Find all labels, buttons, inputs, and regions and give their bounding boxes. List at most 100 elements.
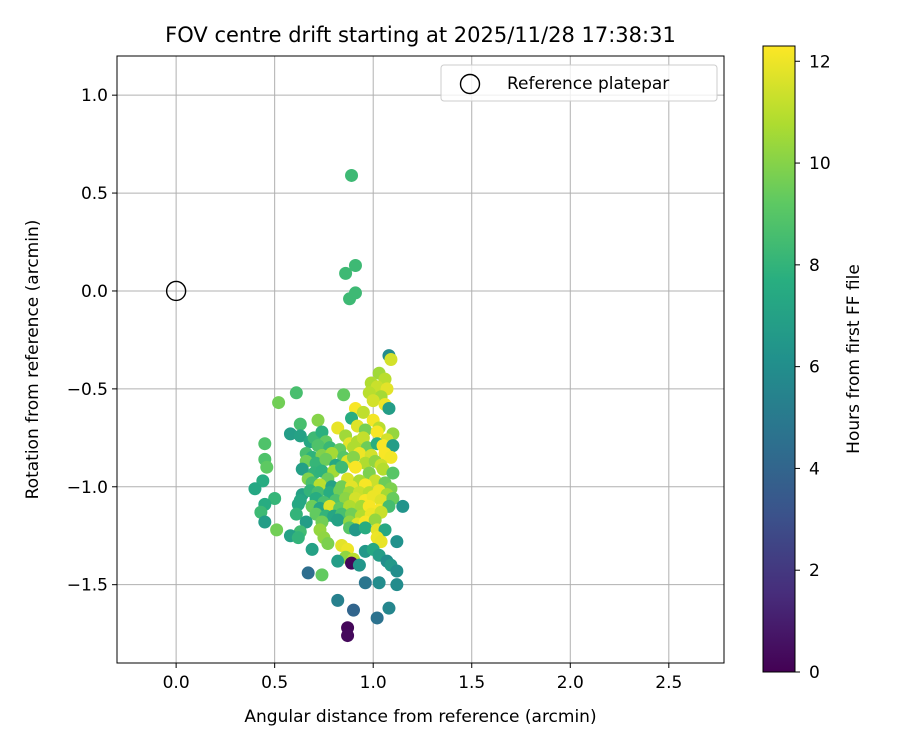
data-point [291,531,305,545]
data-point [299,515,313,529]
reference-marker-group [165,280,187,302]
data-point [305,542,319,556]
data-point [289,386,303,400]
legend-entry-label: Reference platepar [507,74,669,94]
data-point [366,394,380,408]
data-point [348,523,362,537]
y-tick-label: −1.0 [67,478,108,498]
data-point [358,456,372,470]
legend-box [440,64,718,102]
data-point [378,372,392,386]
data-point [382,601,396,615]
data-point [311,439,325,453]
data-point [258,515,272,529]
data-point [396,499,410,513]
colorbar-tick-label: 0 [809,663,820,683]
data-point [258,437,272,451]
data-point [291,497,305,511]
data-point [358,521,372,535]
data-point [323,499,337,513]
y-tick-label: 1.0 [81,86,108,106]
data-point [293,417,307,431]
data-point [390,535,404,549]
y-tick-label: −1.5 [67,576,108,596]
data-point [341,629,355,643]
colorbar-tick-label: 4 [809,459,820,479]
data-points [248,168,410,643]
data-point [311,413,325,427]
data-point [370,425,384,439]
data-point [283,427,297,441]
data-point [370,611,384,625]
data-point [335,460,349,474]
data-point [315,568,329,582]
data-point [368,474,382,488]
y-axis-label: Rotation from reference (arcmin) [23,220,43,500]
data-point [260,460,274,474]
data-point [386,439,400,453]
data-point [374,535,388,549]
data-point [331,554,345,568]
x-tick-label: 0.5 [261,673,288,693]
data-point [356,405,370,419]
data-point [256,474,270,488]
data-point [339,266,353,280]
data-point [358,576,372,590]
data-point [372,576,386,590]
colorbar-tick-label: 8 [809,256,820,276]
data-point [356,431,370,445]
data-point [348,460,362,474]
x-axis-ticks: 0.0 0.5 1.0 1.5 2.0 2.5 [163,663,682,693]
data-point [331,593,345,607]
colorbar-tick-label: 12 [809,52,831,72]
reference-platepar-marker [165,280,187,302]
data-point [248,482,262,496]
data-point [348,286,362,300]
data-point [346,603,360,617]
data-point [295,462,309,476]
data-point [331,513,345,527]
chart-title: FOV centre drift starting at 2025/11/28 … [165,23,676,47]
data-point [337,388,351,402]
plot-frame [116,55,725,664]
data-point [345,168,359,182]
colorbar-ticks: 0 2 4 6 8 10 12 [795,52,831,683]
data-point [268,492,282,506]
y-tick-label: 0.0 [81,282,108,302]
data-point [348,259,362,273]
y-tick-label: −0.5 [67,380,108,400]
data-point [382,401,396,415]
data-point [378,523,392,537]
data-point [315,425,329,439]
data-point [390,578,404,592]
data-point [368,513,382,527]
data-point [376,462,390,476]
data-point [331,421,345,435]
colorbar-tick-label: 6 [809,358,820,378]
x-tick-label: 1.0 [360,673,387,693]
x-tick-label: 0.0 [163,673,190,693]
data-point [272,396,286,410]
data-point [321,537,335,551]
x-tick-label: 2.0 [557,673,584,693]
x-tick-label: 1.5 [458,673,485,693]
data-point [289,507,303,521]
data-point [352,558,366,572]
x-axis-label: Angular distance from reference (arcmin) [244,707,596,727]
data-point [293,429,307,443]
legend: Reference platepar [440,64,718,102]
data-point [254,505,268,519]
y-axis-ticks: 1.0 0.5 0.0 −0.5 −1.0 −1.5 [67,86,117,596]
data-point [346,450,360,464]
data-point [384,353,398,366]
data-point [390,564,404,578]
colorbar-gradient [762,45,796,673]
colorbar-tick-label: 10 [809,154,831,174]
data-point [384,450,398,464]
y-tick-label: 0.5 [81,184,108,204]
colorbar-label: Hours from first FF file [844,264,864,454]
x-tick-label: 2.5 [655,673,682,693]
grid-lines [117,56,724,663]
data-point [386,466,400,480]
